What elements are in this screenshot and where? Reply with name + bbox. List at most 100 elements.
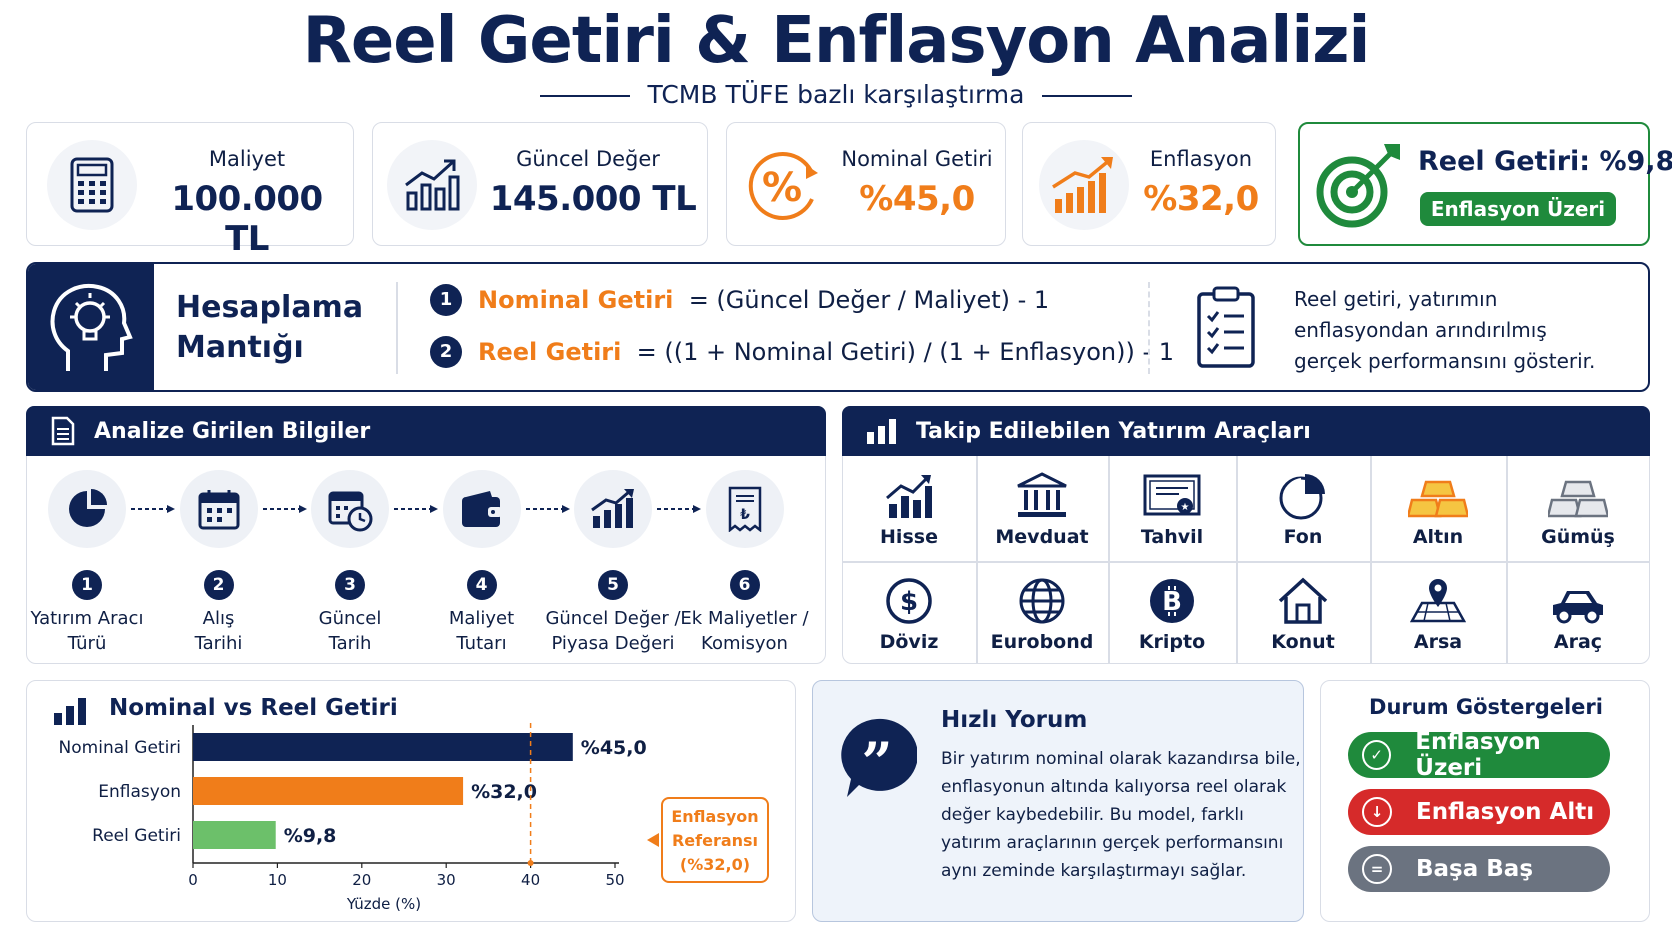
formula-expr: = (Güncel Değer / Maliyet) - 1 [688,286,1050,314]
divider [539,95,630,97]
grid-divider [1236,456,1238,664]
data-label: %32,0 [471,781,537,803]
page-subtitle: TCMB TÜFE bazlı karşılaştırma [647,80,1025,109]
quick-comment-panel: ” Hızlı Yorum Bir yatırım nominal olarak… [812,680,1304,922]
annotation-line: Referansı [671,831,759,850]
step-label-line: Yatırım Aracı [30,608,144,629]
reel-return-card: Reel Getiri: %9,8 Enflasyon Üzeri [1298,122,1672,246]
stat-value: 145.000 TL [489,179,697,219]
comment-title: Hızlı Yorum [941,707,1088,733]
reference-marker [527,860,534,866]
status-label: Enflasyon Altı [1416,799,1595,825]
step-number: 2 [203,570,234,600]
category-label: Nominal Getiri [59,738,181,758]
grid-divider [1506,456,1508,664]
step-arrow [394,504,438,514]
logic-title: Hesaplama Mantığı [176,288,363,368]
data-label: %9,8 [284,825,337,847]
step-label-line: Türü [67,633,107,654]
calendar-clock-icon [311,470,389,548]
tool-label: Eurobond [990,631,1094,653]
inflation-chart-icon [1039,140,1129,230]
step-number: 5 [598,570,628,600]
step-label: Güncel Tarih [280,606,420,656]
head-lightbulb-icon [28,264,154,390]
tool-label: Araç [1553,631,1603,653]
checklist-icon [1196,284,1256,370]
formula-expr: = ((1 + Nominal Getiri) / (1 + Enflasyon… [636,338,1175,366]
svg-text:”: ” [861,730,892,794]
quote-icon: ” [837,717,917,799]
certificate-icon: ★ [1143,470,1201,520]
comment-line: Bir yatırım nominal olarak kazandırsa bi… [941,749,1301,769]
chart-svg: Nominal Getiri %45,0 Enflasyon %32,0 Reel Ge… [59,723,647,913]
tool-label: Tahvil [1140,526,1204,548]
status-below-inflation: ↓ Enflasyon Altı [1348,789,1610,835]
bar-chart-icon [53,697,87,725]
calculation-logic-panel: Hesaplama Mantığı 1 Nominal Getiri = (Gü… [26,262,1650,392]
logic-note: Reel getiri, yatırımın enflasyondan arın… [1294,284,1595,377]
formula-nominal: Nominal Getiri = (Güncel Değer / Maliyet… [478,286,1049,314]
category-label: Reel Getiri [92,826,181,846]
step-arrow [262,504,307,514]
note-line: enflasyondan arındırılmış [1294,318,1547,342]
comment-line: aynı zeminde karşılaştırmayı sağlar. [941,861,1247,881]
step-label: Ek Maliyetler / Komisyon [675,606,815,656]
tool-label: Döviz [879,631,939,653]
tool-label: Altın [1412,526,1464,548]
tool-label: Kripto [1138,631,1206,653]
comment-line: yatırım araçlarının gerçek performansını [941,833,1284,853]
logic-title-line: Mantığı [176,330,304,365]
stat-label: Enflasyon [1149,147,1253,171]
step-label-line: Ek Maliyetler / [680,608,809,629]
tool-item-altın: Altın [1370,470,1506,560]
step-label-line: Tutarı [456,633,507,654]
step-label-line: Komisyon [701,633,788,654]
stat-card-inflation: Enflasyon %32,0 [1022,122,1276,246]
svg-text:★: ★ [1181,502,1190,513]
note-line: Reel getiri, yatırımın [1294,287,1498,311]
tools-panel-header: Takip Edilebilen Yatırım Araçları [842,406,1650,456]
status-break-even: = Başa Baş [1348,846,1610,892]
tool-label: Mevduat [995,526,1089,548]
reel-return-label: Reel Getiri: %9,8 [1418,146,1672,177]
step-arrow [131,504,175,514]
svg-text:B: B [1162,587,1182,617]
target-icon [1314,142,1402,230]
formula-number: 1 [430,284,462,316]
calendar-icon [179,470,258,548]
stat-card-cost: Maliyet 100.000 TL [26,122,354,259]
divider [1148,282,1150,374]
divider [396,282,398,374]
comment-line: değer kaybedebilir. Bu model, farklı [941,805,1244,825]
svg-text:%: % [762,165,802,211]
category-label: Enflasyon [98,782,181,802]
equals-circle-icon: = [1362,854,1392,884]
svg-text:$: $ [900,587,918,617]
stock-chart-icon [885,470,933,520]
stat-value: %45,0 [859,179,975,219]
map-pin-icon [1410,575,1466,625]
step-label-line: Alış [202,608,235,629]
wallet-icon [442,470,521,548]
step-number: 4 [466,570,497,600]
percent-icon: % [739,140,829,230]
tool-item-arsa: Arsa [1370,575,1506,665]
tool-item-mevduat: Mevduat [976,470,1108,560]
step-label-line: Piyasa Değeri [551,633,675,654]
inputs-panel-header: Analize Girilen Bilgiler [26,406,826,456]
tool-item-araç: Araç [1506,575,1650,665]
step-number: 1 [72,570,102,600]
tool-item-gümüş: Gümüş [1506,470,1650,560]
step-label-line: Maliyet [448,608,515,629]
grid-divider [1108,456,1110,664]
bitcoin-icon: B [1148,575,1196,625]
tool-item-fon: Fon [1236,470,1370,560]
chart-title: Nominal vs Reel Getiri [109,695,398,721]
x-axis-label: Yüzde (%) [346,895,421,913]
annotation-pointer [647,833,659,847]
document-icon [51,416,75,446]
step-label-line: Tarih [328,633,372,654]
bar-nominal-getiri [193,733,573,761]
annotation-line: (%32,0) [679,855,751,874]
